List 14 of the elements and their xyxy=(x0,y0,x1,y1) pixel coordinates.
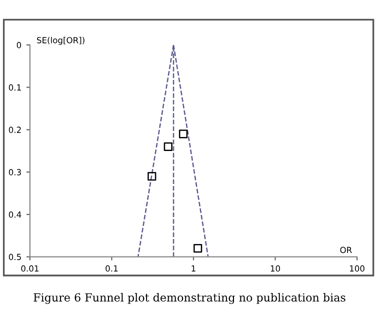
y-axis-title: SE(log[OR]) xyxy=(37,36,84,45)
x-axis-title: OR xyxy=(340,246,352,254)
x-tick-label: 10 xyxy=(270,265,280,272)
y-tick-label: 0.2 xyxy=(8,126,21,133)
x-tick-label: 0.1 xyxy=(106,265,118,272)
y-tick-label: 0.1 xyxy=(8,84,21,91)
x-tick-label: 0.01 xyxy=(21,265,38,272)
x-tick-label: 100 xyxy=(350,265,364,272)
y-tick-label: 0 xyxy=(16,42,22,48)
y-tick-label: 0.5 xyxy=(8,254,21,260)
x-tick-label: 1 xyxy=(192,265,196,272)
caption: Figure 6 Funnel plot demonstrating no publication bias xyxy=(34,293,346,304)
y-tick-label: 0.4 xyxy=(8,211,22,218)
y-tick-label: 0.3 xyxy=(8,169,21,176)
